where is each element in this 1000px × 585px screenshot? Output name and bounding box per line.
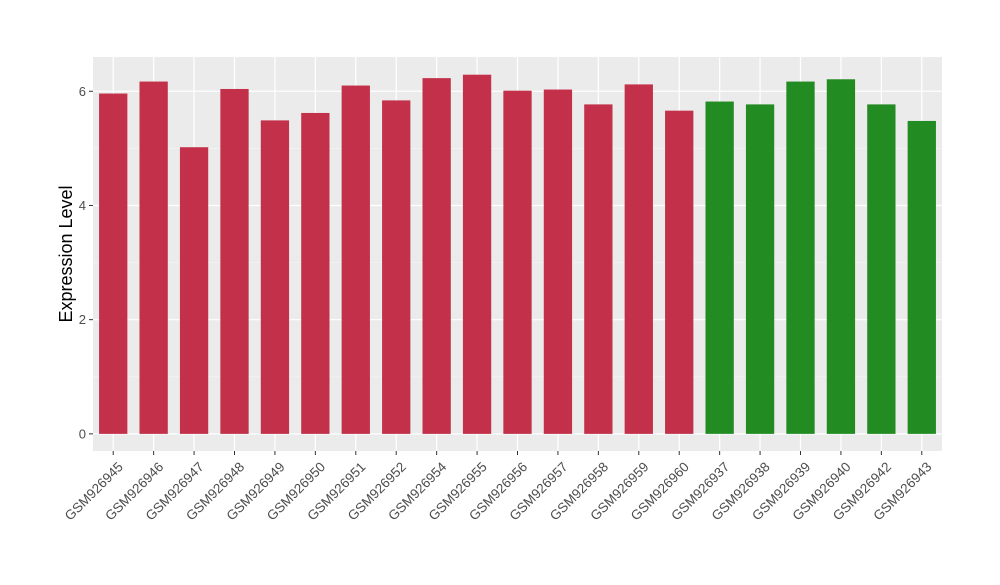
- y-axis: 0 2 4 6: [79, 84, 93, 441]
- bar-GSM926946: [139, 81, 168, 434]
- bar-GSM926943: [907, 120, 936, 434]
- bar-GSM926954: [422, 78, 451, 434]
- bar-GSM926950: [301, 112, 330, 434]
- y-tick-label: 4: [79, 198, 86, 213]
- bar-GSM926938: [745, 104, 775, 434]
- y-tick-label: 2: [79, 312, 86, 327]
- bar-GSM926942: [867, 104, 896, 434]
- y-tick-label: 0: [79, 426, 86, 441]
- x-axis: GSM926945GSM926946GSM926947GSM926948GSM9…: [62, 451, 935, 523]
- bar-GSM926939: [786, 81, 815, 434]
- bar-GSM926957: [543, 89, 573, 434]
- bar-GSM926958: [584, 104, 613, 434]
- y-axis-title: Expression Level: [56, 185, 76, 322]
- bar-GSM926949: [260, 120, 290, 434]
- bar-GSM926959: [624, 84, 653, 434]
- bar-GSM926945: [99, 93, 128, 434]
- bars: [99, 74, 936, 434]
- bar-GSM926937: [705, 101, 734, 434]
- bar-GSM926948: [220, 88, 249, 434]
- bar-GSM926960: [665, 110, 694, 434]
- bar-GSM926947: [179, 147, 209, 434]
- bar-GSM926955: [462, 74, 492, 434]
- y-tick-label: 6: [79, 84, 86, 99]
- bar-GSM926940: [826, 79, 856, 434]
- bar-GSM926952: [382, 100, 411, 434]
- bar-GSM926956: [503, 90, 532, 434]
- bar-GSM926951: [341, 85, 370, 434]
